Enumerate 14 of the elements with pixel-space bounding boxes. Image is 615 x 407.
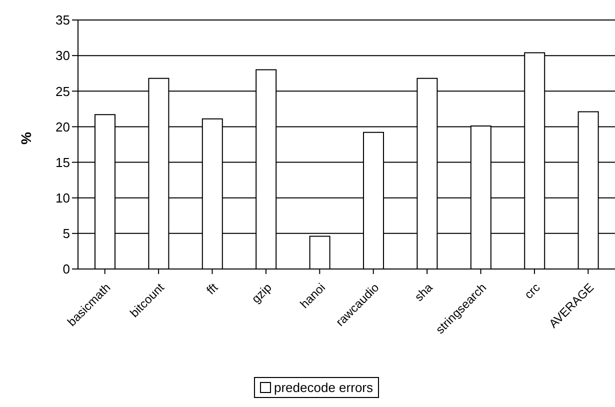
y-axis-title: % [18,132,34,144]
y-tick-label: 35 [56,12,70,28]
y-tick-label: 5 [62,226,70,242]
y-tick-label: 25 [56,84,70,99]
x-tick-label: fft [204,280,222,298]
y-tick-label: 0 [62,262,70,277]
x-tick-label: gzip [248,280,275,306]
x-tick-label: crc [522,280,543,302]
x-tick-label: sha [412,280,436,304]
y-tick-label: 30 [56,48,70,64]
y-tick-label: 10 [56,190,70,206]
legend-label: predecode errors [273,380,373,395]
y-tick-label: 15 [56,154,70,170]
y-tick-label: 20 [56,119,70,134]
